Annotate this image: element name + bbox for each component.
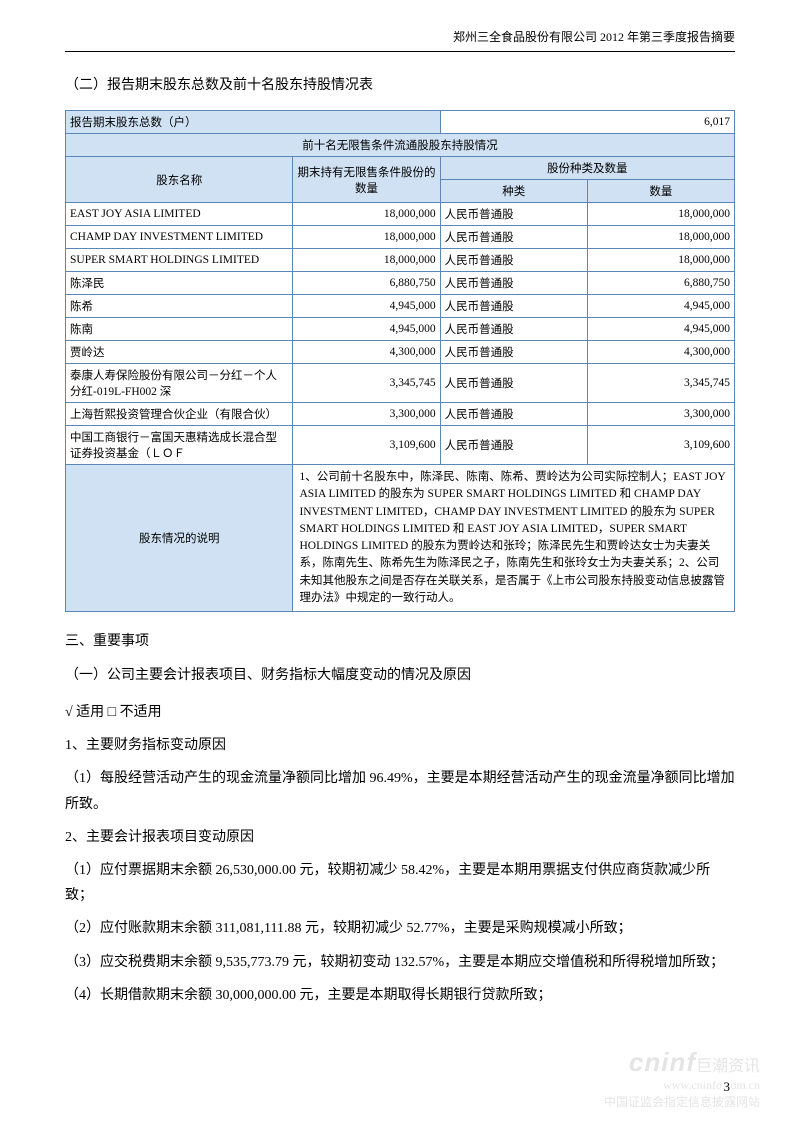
cell-type: 人民币普通股: [440, 203, 587, 226]
table-row: 中国工商银行－富国天惠精选成长混合型证券投资基金（ＬＯＦ3,109,600人民币…: [66, 426, 735, 465]
cell-name: CHAMP DAY INVESTMENT LIMITED: [66, 226, 293, 249]
cell-qty: 3,109,600: [587, 426, 734, 465]
cell-qty: 3,300,000: [587, 403, 734, 426]
col-name: 股东名称: [66, 157, 293, 203]
applies: √ 适用 □ 不适用: [65, 700, 735, 725]
cell-qty: 18,000,000: [587, 203, 734, 226]
col-qty: 数量: [587, 180, 734, 203]
cell-qty: 3,345,745: [587, 364, 734, 403]
desc-text: 1、公司前十名股东中，陈泽民、陈南、陈希、贾岭达为公司实际控制人；EAST JO…: [293, 465, 735, 612]
total-holders-label: 报告期末股东总数（户）: [66, 111, 441, 134]
table-row: 贾岭达4,300,000人民币普通股4,300,000: [66, 341, 735, 364]
p2-title: 2、主要会计报表项目变动原因: [65, 825, 735, 850]
cell-name: 陈南: [66, 318, 293, 341]
top10-header: 前十名无限售条件流通股股东持股情况: [66, 134, 735, 157]
cell-unl: 6,880,750: [293, 272, 440, 295]
cell-name: 陈泽民: [66, 272, 293, 295]
desc-label: 股东情况的说明: [66, 465, 293, 612]
cell-type: 人民币普通股: [440, 272, 587, 295]
p2-4: （4）长期借款期末余额 30,000,000.00 元，主要是本期取得长期银行贷…: [65, 983, 735, 1008]
cell-name: EAST JOY ASIA LIMITED: [66, 203, 293, 226]
watermark-cn: 巨潮资讯: [696, 1058, 760, 1075]
p2-3: （3）应交税费期末余额 9,535,773.79 元，较期初变动 132.57%…: [65, 950, 735, 975]
watermark-line2: 中国证监会指定信息披露网站: [604, 1093, 760, 1110]
cell-type: 人民币普通股: [440, 226, 587, 249]
shareholder-table: 报告期末股东总数（户） 6,017 前十名无限售条件流通股股东持股情况 股东名称…: [65, 110, 735, 612]
section-3: 三、重要事项: [65, 630, 735, 650]
cell-name: 上海哲熙投资管理合伙企业（有限合伙）: [66, 403, 293, 426]
col-unlimited: 期末持有无限售条件股份的数量: [293, 157, 440, 203]
cell-unl: 18,000,000: [293, 249, 440, 272]
table-row: 泰康人寿保险股份有限公司－分红－个人分红-019L-FH002 深3,345,7…: [66, 364, 735, 403]
cell-type: 人民币普通股: [440, 426, 587, 465]
cell-name: 陈希: [66, 295, 293, 318]
table-row: SUPER SMART HOLDINGS LIMITED18,000,000人民…: [66, 249, 735, 272]
table-row: 陈南4,945,000人民币普通股4,945,000: [66, 318, 735, 341]
table-row: 上海哲熙投资管理合伙企业（有限合伙）3,300,000人民币普通股3,300,0…: [66, 403, 735, 426]
cell-type: 人民币普通股: [440, 403, 587, 426]
page-header: 郑州三全食品股份有限公司 2012 年第三季度报告摘要: [65, 28, 735, 52]
p2-2: （2）应付账款期末余额 311,081,111.88 元，较期初减少 52.77…: [65, 916, 735, 941]
cell-unl: 3,345,745: [293, 364, 440, 403]
watermark-url: www.cninfo.com.cn: [604, 1078, 760, 1093]
cell-qty: 18,000,000: [587, 249, 734, 272]
cell-name: 中国工商银行－富国天惠精选成长混合型证券投资基金（ＬＯＦ: [66, 426, 293, 465]
p1-title: 1、主要财务指标变动原因: [65, 733, 735, 758]
cell-qty: 4,300,000: [587, 341, 734, 364]
table-row: CHAMP DAY INVESTMENT LIMITED18,000,000人民…: [66, 226, 735, 249]
cell-unl: 4,945,000: [293, 295, 440, 318]
watermark: cninf巨潮资讯 www.cninfo.com.cn 中国证监会指定信息披露网…: [604, 1047, 760, 1110]
cell-type: 人民币普通股: [440, 295, 587, 318]
p1-1: （1）每股经营活动产生的现金流量净额同比增加 96.49%，主要是本期经营活动产…: [65, 766, 735, 816]
cell-name: 贾岭达: [66, 341, 293, 364]
p2-1: （1）应付票据期末余额 26,530,000.00 元，较期初减少 58.42%…: [65, 858, 735, 908]
cell-type: 人民币普通股: [440, 318, 587, 341]
watermark-logo: cninf: [629, 1047, 696, 1077]
cell-unl: 18,000,000: [293, 226, 440, 249]
cell-type: 人民币普通股: [440, 249, 587, 272]
cell-qty: 4,945,000: [587, 318, 734, 341]
cell-type: 人民币普通股: [440, 364, 587, 403]
cell-unl: 3,109,600: [293, 426, 440, 465]
table-row: EAST JOY ASIA LIMITED18,000,000人民币普通股18,…: [66, 203, 735, 226]
table-row: 陈希4,945,000人民币普通股4,945,000: [66, 295, 735, 318]
total-holders-value: 6,017: [440, 111, 734, 134]
cell-name: SUPER SMART HOLDINGS LIMITED: [66, 249, 293, 272]
cell-qty: 18,000,000: [587, 226, 734, 249]
section-2-title: （二）报告期末股东总数及前十名股东持股情况表: [65, 74, 735, 94]
col-type: 种类: [440, 180, 587, 203]
cell-type: 人民币普通股: [440, 341, 587, 364]
section-3-1: （一）公司主要会计报表项目、财务指标大幅度变动的情况及原因: [65, 664, 735, 684]
cell-unl: 3,300,000: [293, 403, 440, 426]
cell-unl: 4,945,000: [293, 318, 440, 341]
table-row: 陈泽民6,880,750人民币普通股6,880,750: [66, 272, 735, 295]
col-type-qty: 股份种类及数量: [440, 157, 734, 180]
cell-name: 泰康人寿保险股份有限公司－分红－个人分红-019L-FH002 深: [66, 364, 293, 403]
cell-unl: 18,000,000: [293, 203, 440, 226]
cell-qty: 6,880,750: [587, 272, 734, 295]
cell-unl: 4,300,000: [293, 341, 440, 364]
cell-qty: 4,945,000: [587, 295, 734, 318]
